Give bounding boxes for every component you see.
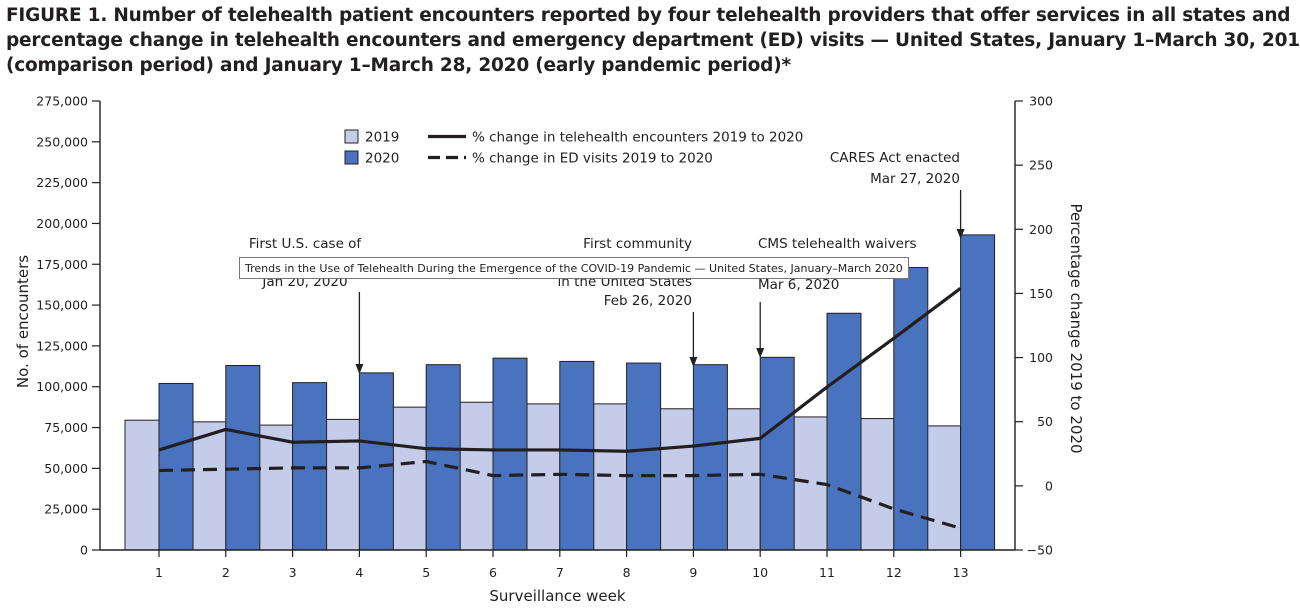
x-tick-label: 8 (623, 565, 631, 580)
y-tick-label: 100,000 (36, 379, 88, 394)
y2-tick-label: 150 (1029, 286, 1053, 301)
bar-2020-week-5 (425, 364, 461, 551)
y2-tick-label: 0 (1045, 478, 1053, 493)
hover-tooltip: Trends in the Use of Telehealth During t… (239, 257, 909, 279)
title-line-3: (comparison period) and January 1–March … (6, 55, 791, 76)
bar-2020-week-7 (559, 360, 595, 551)
x-tick-label: 10 (752, 565, 768, 580)
bar-2020-week-12 (893, 267, 929, 551)
y-tick-label: 225,000 (36, 175, 88, 190)
y-tick-label: 25,000 (44, 502, 88, 517)
bar-2020-week-1 (158, 382, 194, 551)
annotation-10-line-2: Mar 6, 2020 (758, 277, 839, 293)
bar-2020-week-6 (492, 357, 528, 551)
legend-label-ed: % change in ED visits 2019 to 2020 (472, 151, 713, 167)
legend-label-2019: 2019 (365, 130, 399, 146)
bar-2019-week-1 (124, 419, 160, 551)
bar-2019-week-4 (324, 418, 360, 551)
legend-label-telehealth: % change in telehealth encounters 2019 t… (472, 130, 803, 146)
legend: 2019 2020 % change in telehealth encounter… (344, 129, 803, 167)
legend-label-2020: 2020 (365, 151, 399, 167)
annotation-arrow-week-9-head (689, 357, 698, 367)
annotation-arrow-week-4-head (355, 364, 364, 374)
y2-tick-label: 200 (1029, 222, 1053, 237)
bar-2020-week-10 (759, 356, 795, 551)
x-tick-label: 9 (689, 565, 697, 580)
legend-swatch-2020 (344, 150, 359, 165)
bar-2020-week-2 (225, 365, 261, 551)
y-tick-label: 0 (80, 543, 88, 558)
annotation-9-line-1: First community (583, 236, 692, 252)
bar-2019-week-10 (725, 408, 761, 551)
title-line-1: FIGURE 1. Number of telehealth patient e… (6, 5, 1291, 26)
lines-layer (158, 287, 962, 530)
y-tick-label: 150,000 (36, 298, 88, 313)
y-tick-label: 50,000 (44, 461, 88, 476)
x-tick-label: 11 (819, 565, 835, 580)
annotation-13-line-1: CARES Act enacted (830, 150, 960, 166)
annotation-4-line-1: First U.S. case of (249, 236, 363, 252)
y2-tick-label: −50 (1027, 543, 1053, 558)
bar-2019-week-13 (926, 425, 962, 551)
bar-2019-week-9 (658, 408, 694, 551)
y-tick-label: 75,000 (44, 420, 88, 435)
bars-layer (124, 234, 996, 551)
bar-2019-week-2 (191, 421, 227, 551)
y2-tick-label: 250 (1029, 158, 1053, 173)
bar-2019-week-12 (859, 418, 895, 551)
bar-2019-week-5 (391, 406, 427, 551)
bar-2019-week-7 (525, 403, 561, 551)
y2-tick-label: 100 (1029, 350, 1053, 365)
bar-2019-week-3 (258, 424, 294, 551)
annotations-layer: First U.S. case ofCOVID-19Jan 20, 2020Fi… (249, 150, 965, 374)
ed-visits-change-line (158, 459, 962, 530)
y-tick-label: 175,000 (36, 257, 88, 272)
annotation-10-line-1: CMS telehealth waivers (758, 236, 917, 252)
axes-layer: 0 25,000 50,000 75,000 100,000 125,000 150,000… (14, 94, 1085, 606)
x-tick-label: 4 (355, 565, 363, 580)
legend-swatch-2019 (344, 129, 359, 144)
x-tick-label: 7 (556, 565, 564, 580)
y2-axis-title: Percentage change 2019 to 2020 (1067, 203, 1085, 453)
y-tick-label: 275,000 (36, 94, 88, 109)
x-tick-label: 2 (222, 565, 230, 580)
bar-2020-week-8 (626, 362, 662, 551)
x-tick-label: 13 (953, 565, 969, 580)
annotation-arrow-week-10-head (756, 348, 765, 358)
x-tick-label: 5 (422, 565, 430, 580)
y-tick-label: 250,000 (36, 134, 88, 149)
bar-2020-week-13 (960, 234, 996, 551)
y2-tick-label: 300 (1029, 94, 1053, 109)
x-axis-title: Surveillance week (489, 587, 625, 605)
annotation-9-line-4: Feb 26, 2020 (604, 293, 692, 309)
y-axis-title: No. of encounters (14, 255, 32, 388)
x-tick-label: 1 (155, 565, 163, 580)
y2-tick-label: 50 (1037, 414, 1053, 429)
x-tick-label: 3 (289, 565, 297, 580)
annotation-arrow-week-13-head (956, 229, 965, 239)
annotation-13-line-2: Mar 27, 2020 (870, 171, 960, 187)
bar-2020-week-4 (358, 372, 394, 551)
figure-title: FIGURE 1. Number of telehealth patient e… (6, 3, 1300, 78)
x-tick-label: 12 (886, 565, 902, 580)
bar-2020-week-11 (826, 312, 862, 551)
title-line-2: percentage change in telehealth encounte… (6, 30, 1300, 51)
telehealth-change-line (158, 287, 962, 453)
y-tick-label: 125,000 (36, 338, 88, 353)
x-tick-label: 6 (489, 565, 497, 580)
y-tick-label: 200,000 (36, 216, 88, 231)
bar-2020-week-9 (692, 364, 728, 551)
